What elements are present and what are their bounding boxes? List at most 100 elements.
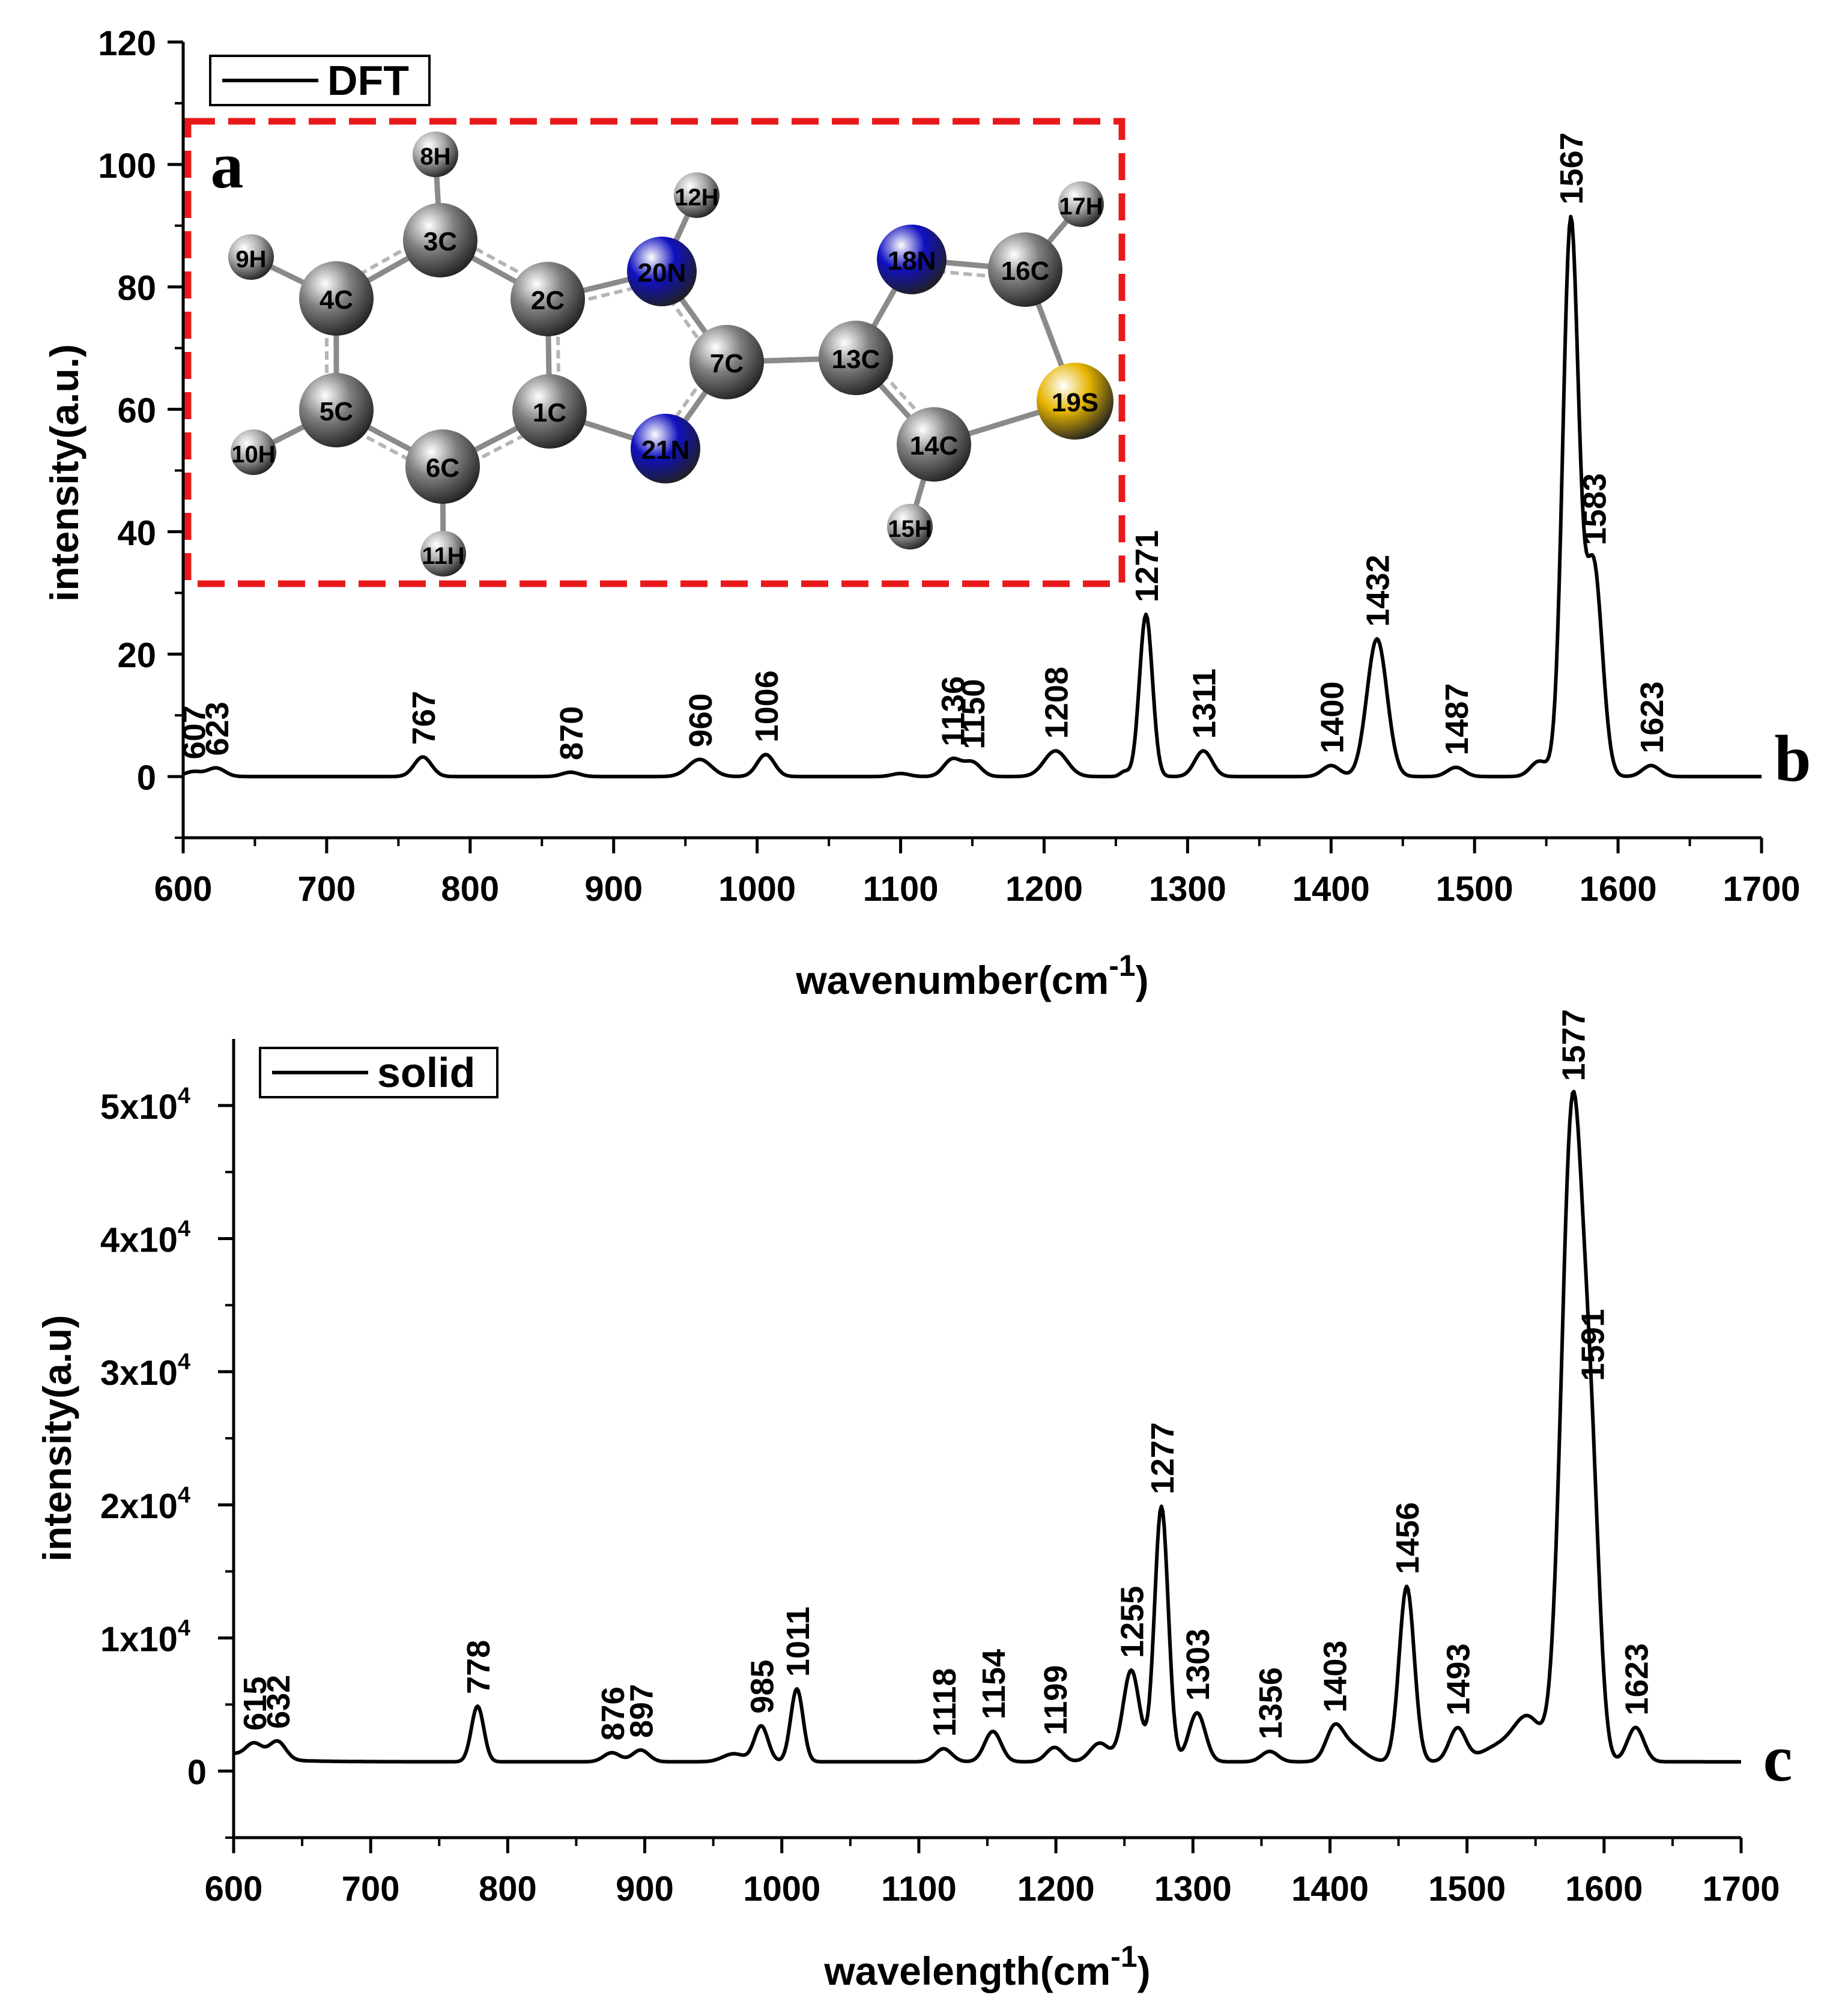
x-axis-label: wavelength(cm-1): [823, 1940, 1150, 1993]
peak-label: 767: [406, 691, 442, 745]
y-axis-label: intensity(a.u): [35, 1315, 79, 1562]
legend-label: solid: [377, 1049, 475, 1096]
y-tick-label: 0: [187, 1753, 207, 1792]
x-tick-label: 1500: [1436, 870, 1513, 909]
atom-2c: [511, 262, 585, 336]
peak-label: 1623: [1634, 682, 1670, 754]
atom-label: 13C: [832, 345, 880, 374]
x-tick-label: 900: [584, 870, 643, 909]
peak-label: 778: [461, 1640, 497, 1694]
solid-raman-chart: 600 700 800 900 1000 1100 1200 1300 1400 1500 1600…: [35, 1009, 1792, 1993]
y-tick-label: 0: [137, 758, 156, 798]
x-tick-label: 800: [479, 1869, 537, 1909]
peak-label: 985: [745, 1660, 781, 1714]
y-axis-label: intensity(a.u.): [42, 344, 86, 602]
panel-label: b: [1774, 722, 1811, 795]
y-tick-label: 60: [117, 392, 156, 431]
atom-13c: [819, 321, 893, 395]
atom-label: 8H: [420, 144, 450, 170]
peak-label: 1118: [927, 1668, 963, 1737]
x-tick-label: 900: [616, 1869, 674, 1909]
atom-17h: [1058, 181, 1104, 227]
atom-6c: [405, 429, 480, 504]
peak-label: 1199: [1038, 1665, 1074, 1736]
atom-label: 6C: [426, 453, 459, 483]
x-tick-label: 1700: [1722, 870, 1800, 909]
atom-label: 1C: [533, 398, 566, 428]
atom-label: 15H: [888, 516, 932, 542]
x-tick-label: 1100: [863, 870, 939, 909]
atom-21n: [631, 414, 700, 483]
atom-19s: [1037, 363, 1113, 440]
y-tick-label: 4x104: [100, 1217, 190, 1260]
peak-label: 615: [237, 1677, 273, 1731]
atom-label: 16C: [1001, 256, 1050, 286]
dft-raman-chart: 600 700 800 900 1000 1100 1200 1300 1400 1500 1600…: [42, 24, 1811, 1002]
peak-label: 1567: [1554, 132, 1590, 204]
x-tick-label: 1200: [1017, 1869, 1095, 1909]
x-tick-label: 1000: [743, 1869, 820, 1909]
y-tick-label: 3x104: [100, 1349, 190, 1393]
peak-label: 1403: [1317, 1641, 1353, 1713]
atom-15h: [887, 504, 933, 549]
peak-label: 1583: [1577, 473, 1613, 545]
atom-5c: [299, 373, 374, 447]
x-tick-label: 700: [298, 870, 356, 909]
y-tick-label: 120: [98, 24, 156, 63]
x-tick-label: 1300: [1149, 870, 1226, 909]
atom-label: 3C: [423, 227, 457, 256]
peak-label: 870: [554, 706, 590, 760]
panel-label: c: [1763, 1722, 1793, 1795]
inset-label: a: [211, 129, 244, 202]
atom-label: 2C: [531, 286, 565, 315]
y-tick-label: 100: [98, 147, 156, 186]
peak-label: 1303: [1180, 1629, 1216, 1701]
peak-label: 876: [595, 1686, 631, 1740]
atom-label: 11H: [422, 543, 464, 569]
x-tick-label: 1400: [1291, 1869, 1369, 1909]
peak-label: 1432: [1360, 555, 1396, 627]
atom-20n: [627, 237, 697, 306]
atom-label: 20N: [638, 258, 686, 288]
atom-4c: [299, 261, 374, 336]
peak-label: 607: [177, 705, 213, 759]
atom-label: 9H: [235, 246, 266, 273]
atom-3c: [403, 203, 477, 277]
atom-label: 12H: [674, 184, 718, 211]
atom-7c: [689, 325, 764, 399]
atom-9h: [228, 234, 274, 280]
atom-8h: [413, 132, 458, 177]
x-tick-label: 800: [441, 870, 499, 909]
peak-label: 1400: [1314, 682, 1350, 754]
x-tick-label: 600: [154, 870, 213, 909]
peak-label: 1154: [976, 1649, 1012, 1719]
spectrum-line: [183, 214, 1762, 779]
atom-16c: [988, 232, 1062, 307]
x-tick-label: 1500: [1428, 1869, 1506, 1909]
x-tick-label: 1100: [881, 1869, 957, 1909]
peak-label: 1277: [1145, 1422, 1181, 1494]
atom-18n: [877, 225, 947, 294]
peak-label: 632: [261, 1675, 297, 1729]
peak-label: 1208: [1039, 667, 1075, 739]
peak-label: 1623: [1619, 1643, 1655, 1715]
atom-14c: [897, 407, 971, 482]
peak-label: 1006: [749, 670, 785, 742]
peak-label: 1136: [936, 676, 972, 746]
atom-label: 7C: [710, 349, 744, 378]
atom-label: 14C: [910, 431, 959, 461]
peak-label: 1577: [1556, 1009, 1592, 1081]
x-tick-label: 1600: [1565, 1869, 1643, 1909]
x-tick-label: 1700: [1702, 1869, 1780, 1909]
peak-label: 1456: [1390, 1502, 1426, 1574]
peak-label: 1150: [956, 679, 992, 749]
x-tick-label: 1200: [1005, 870, 1083, 909]
atom-1c: [512, 374, 587, 449]
x-tick-label: 1300: [1154, 1869, 1232, 1909]
peak-label: 1011: [780, 1606, 816, 1677]
x-axis-label: wavenumber(cm-1): [795, 949, 1148, 1002]
atom-label: 17H: [1059, 193, 1103, 220]
atom-10h: [231, 429, 276, 475]
peak-label: 1271: [1129, 530, 1165, 602]
